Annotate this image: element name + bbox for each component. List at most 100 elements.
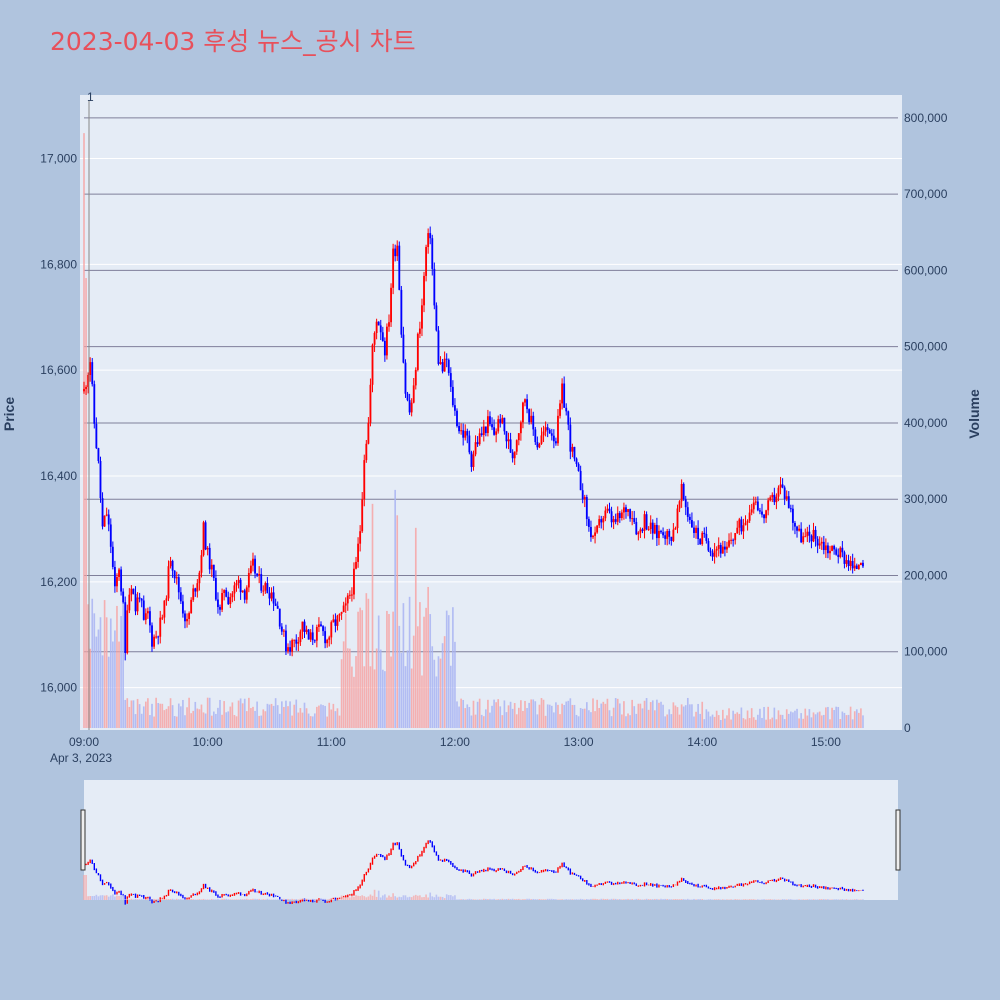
volume-bar [796,708,798,728]
volume-bar [693,716,695,728]
y-tick-label: 16,000 [40,681,77,695]
volume-bar [128,706,131,728]
candle-body [175,577,178,579]
candle-body [783,487,786,499]
candle-body [835,549,838,555]
candle-body [668,530,671,537]
mini-volume-bar [649,899,652,900]
volume-bar [635,713,638,728]
volume-bar [355,656,357,728]
volume-bar [748,718,751,728]
volume-bar [132,700,135,728]
candle-body [138,597,141,599]
mini-volume-bar [412,895,415,900]
mini-volume-bar [109,895,112,900]
volume-bar [722,709,724,728]
candle-body [167,566,170,599]
candle-body [715,548,718,551]
volume-bar [697,703,699,728]
volume-bar [559,714,561,728]
volume-bar [293,704,296,728]
volume-bar [740,707,743,728]
volume-bar [489,712,491,728]
mini-volume-bar [122,894,124,900]
candle-body [95,423,98,449]
candle-body [128,594,131,611]
candle-body [111,546,114,567]
volume-bar [443,636,446,728]
mini-volume-bar [431,896,434,900]
candle-body [534,429,537,443]
candle-body [695,527,697,533]
mini-volume-bar [443,898,446,900]
mini-volume-bar [664,898,666,900]
mini-volume-bar [773,899,776,900]
mini-volume-bar [480,899,483,900]
mini-volume-bar [163,899,166,900]
volume-bar [612,707,615,728]
mini-volume-bar [379,897,382,900]
volume-bar [320,704,322,728]
volume-bar [404,666,407,728]
volume-bar [645,698,648,728]
volume-bar [783,719,786,728]
volume-bar [724,718,726,728]
y2-tick-label: 600,000 [904,263,948,277]
volume-bar [602,701,605,728]
candle-body [820,541,823,544]
candle-body [773,494,776,503]
mini-volume-bar [120,895,122,900]
candle-body [824,545,827,551]
mini-volume-bar [147,898,149,900]
candle-body [381,332,384,341]
candle-body [280,626,283,632]
candle-body [662,532,665,536]
candle-body [703,532,706,535]
mini-volume-bar [192,899,195,900]
volume-bar [93,613,96,728]
candle-body [837,554,840,557]
volume-bar [264,711,267,728]
candle-body [476,442,479,445]
volume-bar [790,711,792,728]
candle-body [509,439,512,453]
volume-bar [332,703,335,728]
volume-bar [283,706,285,728]
candle-body [734,533,737,541]
candle-body [437,330,440,364]
mini-volume-bar [404,895,407,900]
range-slider[interactable] [84,780,898,900]
mini-volume-bar [140,899,143,900]
candle-body [816,538,819,546]
mini-volume-bar [555,899,557,900]
candle-body [99,460,102,499]
volume-bar [600,703,603,728]
candle-body [775,496,778,503]
volume-bar [565,701,568,728]
mini-volume-bar [505,899,508,900]
candle-body [587,519,590,527]
range-slider-right-handle[interactable] [895,809,901,871]
volume-bar [829,719,831,728]
volume-bars [83,133,864,729]
volume-bar [806,715,809,728]
candle-body [151,625,153,647]
mini-volume-bar [361,895,364,900]
mini-volume-bar [666,898,669,900]
mini-volume-bar [400,897,403,900]
candle-body [456,410,458,427]
mini-volume-bar [287,898,289,900]
volume-bar [757,714,759,728]
mini-volume-bar [112,894,114,900]
volume-bar [190,713,192,728]
range-slider-left-handle[interactable] [80,809,86,871]
candle-body [736,527,739,534]
mini-volume-bar [311,898,314,900]
volume-bar [460,698,462,728]
candle-body [85,387,87,389]
mini-volume-bar [167,899,170,900]
mini-volume-bar [402,895,405,900]
volume-bar [839,719,842,728]
volume-bar [408,596,411,728]
mini-volume-bar [128,899,131,900]
